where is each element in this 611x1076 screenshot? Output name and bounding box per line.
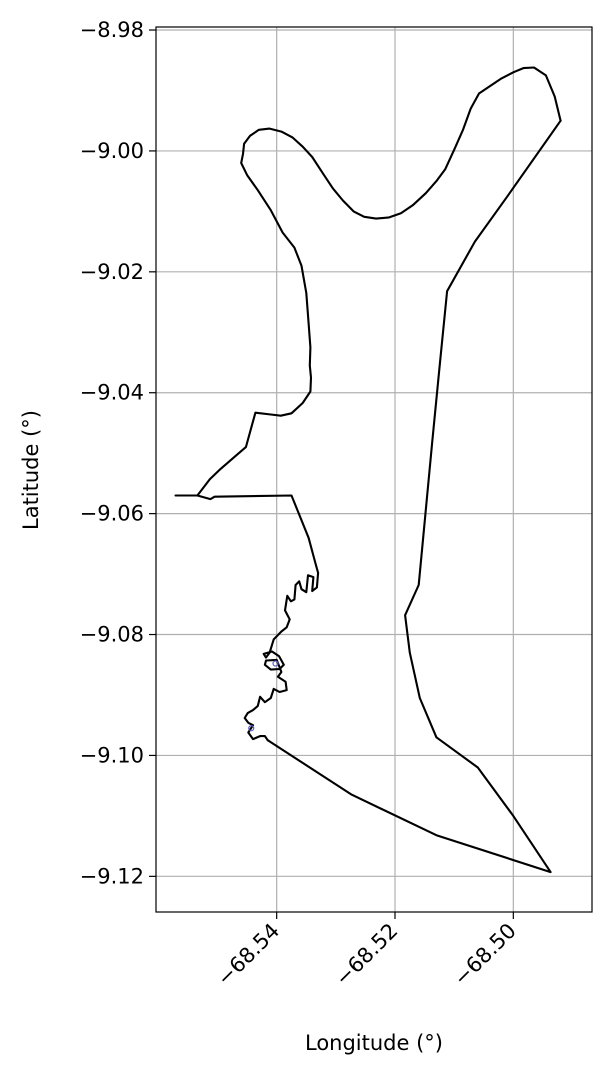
y-tick-label: −9.10	[80, 743, 144, 767]
y-tick-label: −9.08	[80, 623, 144, 647]
y-tick-label: −8.98	[80, 18, 144, 42]
grid-lines	[156, 27, 592, 912]
point-marker	[248, 725, 255, 732]
axes-frame	[155, 26, 593, 913]
boundary-lines	[174, 66, 562, 874]
y-axis-label: Latitude (°)	[19, 410, 43, 530]
y-tick-label: −9.02	[80, 260, 144, 284]
y-tick-label: −9.06	[80, 502, 144, 526]
y-tick-label: −9.12	[80, 864, 144, 888]
boundary-line	[174, 66, 562, 574]
boundary-line	[266, 119, 562, 874]
y-axis-ticks: −8.98 −9.00 −9.02 −9.04 −9.06 −9.08 −9.10 −9.12	[80, 18, 156, 888]
boundary-line	[243, 571, 320, 742]
point-marker	[272, 660, 279, 667]
point-markers	[248, 660, 279, 732]
x-axis-label: Longitude (°)	[305, 1031, 443, 1055]
y-tick-label: −9.00	[80, 139, 144, 163]
y-tick-label: −9.04	[80, 381, 144, 405]
